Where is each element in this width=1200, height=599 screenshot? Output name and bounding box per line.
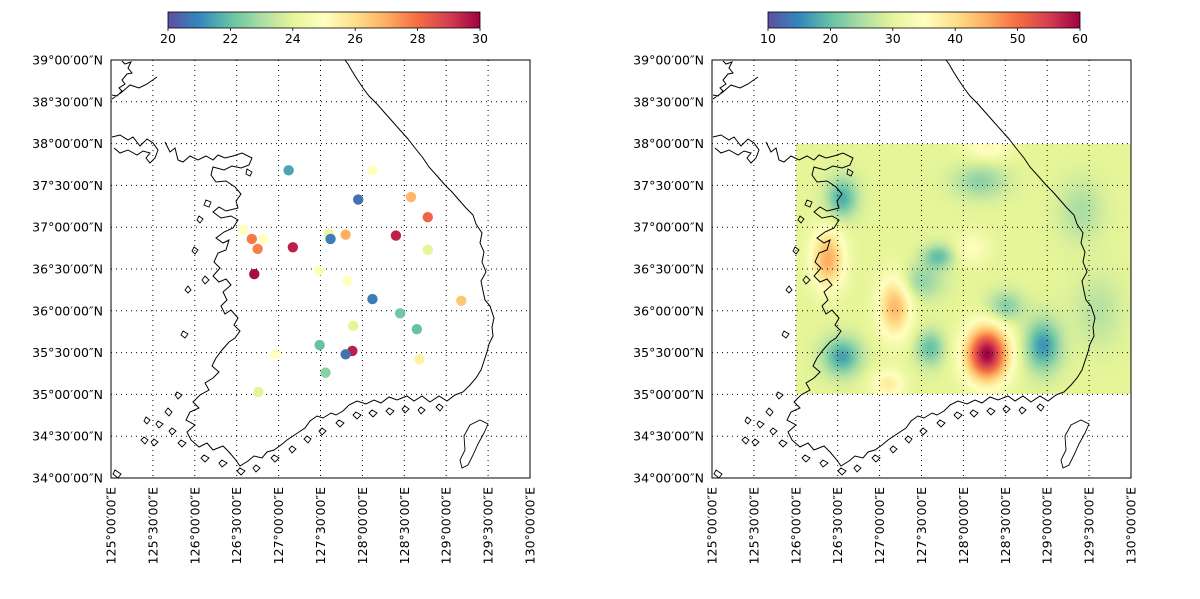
right-axes-frame: [711, 59, 1132, 479]
station-point: [287, 242, 299, 253]
colorbar-tick-label: 20: [822, 31, 838, 46]
station-point: [340, 229, 351, 240]
station-point: [422, 211, 433, 223]
station-point: [411, 323, 423, 335]
colorbar-tick-label: 26: [347, 31, 363, 46]
y-tick-label: 35°00′00″N: [32, 387, 103, 402]
colorbar-tick-label: 30: [472, 31, 488, 46]
x-tick-label: 128°00′00″E: [355, 487, 370, 564]
y-tick-label: 35°00′00″N: [633, 387, 704, 402]
y-tick-label: 36°30′00″N: [32, 262, 103, 277]
x-tick-label: 127°30′00″E: [914, 487, 929, 564]
station-point: [246, 233, 257, 245]
station-point: [270, 349, 281, 360]
y-tick-label: 36°00′00″N: [633, 303, 704, 318]
x-tick-label: 128°30′00″E: [998, 487, 1013, 564]
station-point: [390, 230, 402, 241]
colorbar-tick-label: 10: [760, 31, 776, 46]
right-y-tick-labels: 34°00′00″N 34°30′00″N 35°00′00″N 35°30′00″N…: [633, 53, 704, 486]
colorbar-tick-label: 22: [222, 31, 238, 46]
y-tick-label: 36°30′00″N: [633, 262, 704, 277]
left-axes-frame: [110, 59, 531, 479]
y-tick-label: 34°00′00″N: [633, 471, 704, 486]
y-tick-label: 35°30′00″N: [633, 345, 704, 360]
x-tick-label: 126°30′00″E: [229, 487, 244, 564]
y-tick-label: 37°00′00″N: [633, 220, 704, 235]
station-point: [367, 293, 378, 305]
station-point: [342, 275, 353, 286]
x-tick-label: 125°00′00″E: [705, 487, 720, 564]
station-point: [422, 244, 433, 255]
x-tick-label: 125°30′00″E: [746, 487, 761, 564]
y-tick-label: 34°00′00″N: [32, 471, 103, 486]
station-point: [249, 268, 260, 280]
y-tick-label: 37°00′00″N: [32, 220, 103, 235]
station-point: [258, 233, 269, 245]
y-tick-label: 38°00′00″N: [633, 136, 704, 151]
x-tick-label: 127°30′00″E: [313, 487, 328, 564]
colorbar-tick-label: 60: [1072, 31, 1088, 46]
station-point: [313, 265, 325, 276]
left-y-tick-labels: 34°00′00″N 34°30′00″N 35°00′00″N 35°30′00″N…: [32, 53, 103, 486]
y-tick-label: 34°30′00″N: [633, 429, 704, 444]
x-tick-label: 126°00′00″E: [788, 487, 803, 564]
station-point: [314, 339, 325, 351]
station-point: [325, 233, 336, 245]
station-point: [353, 194, 364, 205]
x-tick-label: 130°00′00″E: [523, 487, 538, 564]
y-tick-label: 34°30′00″N: [32, 429, 103, 444]
station-point: [347, 320, 359, 332]
station-point: [320, 367, 331, 378]
station-point: [252, 243, 263, 255]
y-tick-label: 39°00′00″N: [32, 53, 103, 68]
station-point: [340, 349, 351, 360]
x-tick-label: 126°30′00″E: [830, 487, 845, 564]
colorbar-tick-label: 40: [947, 31, 963, 46]
left-colorbar-ticks: 20 22 24 26 28 30: [160, 28, 488, 46]
x-tick-label: 129°00′00″E: [1040, 487, 1055, 564]
left-colorbar: [167, 11, 481, 29]
x-tick-label: 126°00′00″E: [187, 487, 202, 564]
station-point: [253, 386, 264, 398]
station-point: [456, 295, 467, 306]
x-tick-label: 127°00′00″E: [271, 487, 286, 564]
x-tick-label: 125°00′00″E: [104, 487, 119, 564]
colorbar-tick-label: 20: [160, 31, 176, 46]
station-point: [394, 308, 406, 319]
right-map-panel: 10 20 30 40 50 60 34°00′00″N 34°30′00″N 35°00′0…: [633, 11, 1139, 564]
station-point: [414, 354, 425, 365]
x-tick-label: 125°30′00″E: [145, 487, 160, 564]
station-point: [283, 165, 294, 176]
colorbar-tick-label: 28: [410, 31, 426, 46]
y-tick-label: 38°30′00″N: [32, 94, 103, 109]
right-x-tick-labels: 125°00′00″E 125°30′00″E 126°00′00″E 126°30′…: [705, 487, 1139, 564]
left-station-points: [238, 165, 467, 398]
y-tick-label: 38°00′00″N: [32, 136, 103, 151]
x-tick-label: 127°00′00″E: [872, 487, 887, 564]
colorbar-tick-label: 30: [885, 31, 901, 46]
station-point: [405, 191, 417, 203]
x-tick-label: 128°00′00″E: [956, 487, 971, 564]
x-tick-label: 129°30′00″E: [481, 487, 496, 564]
station-point: [238, 224, 249, 235]
y-tick-label: 35°30′00″N: [32, 345, 103, 360]
y-tick-label: 38°30′00″N: [633, 94, 704, 109]
x-tick-label: 129°00′00″E: [439, 487, 454, 564]
left-x-tick-labels: 125°00′00″E 125°30′00″E 126°00′00″E 126°30′…: [104, 487, 538, 564]
y-tick-label: 37°30′00″N: [32, 178, 103, 193]
colorbar-tick-label: 50: [1010, 31, 1026, 46]
right-colorbar-ticks: 10 20 30 40 50 60: [760, 28, 1088, 46]
x-tick-label: 128°30′00″E: [397, 487, 412, 564]
y-tick-label: 37°30′00″N: [633, 178, 704, 193]
x-tick-label: 129°30′00″E: [1082, 487, 1097, 564]
x-tick-label: 130°00′00″E: [1124, 487, 1139, 564]
station-point: [367, 165, 378, 176]
y-tick-label: 39°00′00″N: [633, 53, 704, 68]
colorbar-tick-label: 24: [285, 31, 301, 46]
right-colorbar: [767, 11, 1081, 29]
y-tick-label: 36°00′00″N: [32, 303, 103, 318]
right-interpolated-field: [796, 144, 1131, 394]
left-map-panel: 20 22 24 26 28 30 34°00′00″N 34°30′00″N 35°00′0…: [32, 11, 538, 564]
